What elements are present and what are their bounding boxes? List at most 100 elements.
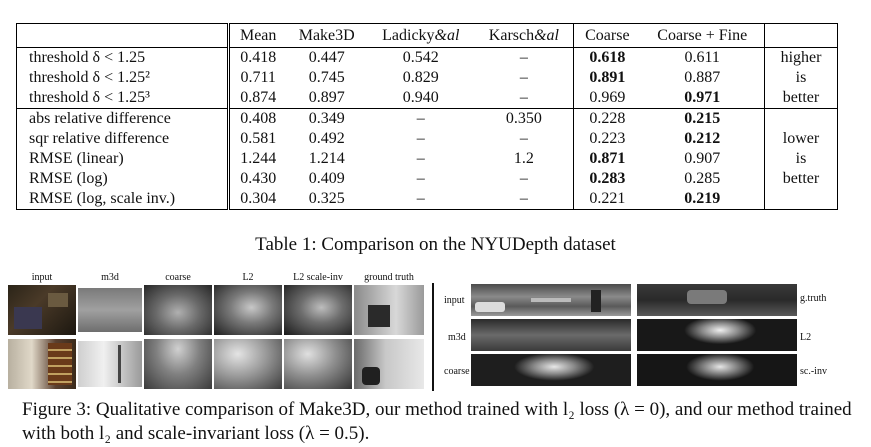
- street-input: [471, 284, 631, 316]
- header-make3d: Make3D: [286, 23, 368, 48]
- note-cell: lower: [764, 129, 838, 149]
- row-label-input: input: [444, 295, 465, 306]
- metric-cell: RMSE (log, scale inv.): [16, 189, 223, 210]
- double-rule: [223, 169, 230, 189]
- note-cell: better: [764, 169, 838, 189]
- table-row: RMSE (log) 0.430 0.409 – – 0.283 0.285 better: [16, 169, 838, 189]
- thumb-m3d-2: [78, 341, 142, 387]
- thumb-m3d-1: [78, 288, 142, 332]
- thumb-coarse-2: [144, 339, 212, 389]
- double-rule: [223, 47, 230, 68]
- table-row: sqr relative difference 0.581 0.492 – – 0.223…: [16, 129, 838, 149]
- mean-cell: 0.874: [240, 89, 277, 106]
- coarse-cell: 0.228: [573, 108, 641, 129]
- table-row: RMSE (log, scale inv.) 0.304 0.325– –0.221 0…: [16, 189, 838, 210]
- karsch-cell: –: [519, 170, 528, 187]
- mean-cell: 0.711: [240, 69, 276, 86]
- table-row: abs relative difference 0.408 0.349–0.350 0…: [16, 108, 838, 129]
- coarse-fine-cell: 0.907: [684, 150, 721, 167]
- karsch-cell: –: [474, 189, 574, 210]
- figure-caption: Figure 3: Qualitative comparison of Make…: [22, 399, 852, 444]
- note-cell: is: [764, 68, 838, 88]
- make3d-cell: 0.745: [308, 69, 345, 86]
- label-coarse: coarse: [165, 272, 191, 283]
- label-l2: L2: [242, 272, 254, 283]
- mean-cell: 0.304: [228, 189, 287, 210]
- header-note: [764, 23, 838, 48]
- header-karsch: Karsch&al: [474, 23, 574, 48]
- metric-cell: threshold δ < 1.25³: [16, 88, 223, 109]
- coarse-fine-cell: 0.971: [684, 89, 721, 106]
- double-rule: [223, 68, 230, 88]
- coarse-cell: 0.283: [573, 169, 641, 189]
- karsch-cell: –: [519, 130, 528, 147]
- street-gtruth: [637, 284, 797, 316]
- metric-cell: threshold δ < 1.25: [16, 47, 223, 68]
- karsch-cell: 0.350: [474, 108, 574, 129]
- metric-cell: abs relative difference: [16, 108, 223, 129]
- mean-cell: 0.581: [240, 130, 277, 147]
- ladicky-cell: –: [416, 170, 425, 187]
- make3d-cell: 0.897: [308, 89, 345, 106]
- coarse-cell: 0.871: [573, 149, 641, 169]
- header-coarse-fine: Coarse + Fine: [640, 23, 765, 48]
- table-caption: Table 1: Comparison on the NYUDepth data…: [255, 234, 616, 255]
- make3d-cell: 1.214: [308, 150, 345, 167]
- metric-cell: threshold δ < 1.25²: [16, 68, 223, 88]
- ladicky-cell: 0.829: [402, 69, 439, 86]
- make3d-cell: 0.492: [308, 130, 345, 147]
- header-ladicky: Ladicky&al: [367, 23, 475, 48]
- coarse-cell: 0.618: [573, 47, 641, 68]
- label-ground-truth: ground truth: [364, 272, 414, 283]
- street-l2: [637, 319, 797, 351]
- ladicky-cell: –: [367, 189, 475, 210]
- table-group-higher: threshold δ < 1.25 0.418 0.447 0.542–0.618 0…: [16, 47, 838, 109]
- row-label-gtruth: g.truth: [800, 293, 827, 304]
- header-blank: [16, 23, 223, 48]
- coarse-fine-cell: 0.215: [640, 108, 765, 129]
- coarse-cell: 0.221: [573, 189, 641, 210]
- metric-cell: sqr relative difference: [16, 129, 223, 149]
- table-row: threshold δ < 1.25² 0.711 0.745 0.829 – 0.891…: [16, 68, 838, 88]
- label-input: input: [31, 272, 53, 283]
- double-rule: [223, 129, 230, 149]
- row-label-m3d: m3d: [448, 332, 466, 343]
- thumb-input-1: [8, 285, 76, 335]
- mean-cell: 0.418: [228, 47, 287, 68]
- thumb-coarse-1: [144, 285, 212, 335]
- note-cell: better: [764, 88, 838, 109]
- ladicky-cell: –: [367, 108, 475, 129]
- double-rule: [223, 149, 230, 169]
- table-header-row: Mean Make3D Ladicky&al Karsch&al Coarse …: [16, 23, 838, 48]
- mean-cell: 0.430: [240, 170, 277, 187]
- thumb-l2-2: [214, 339, 282, 389]
- double-rule: [223, 189, 230, 210]
- note-cell: is: [764, 149, 838, 169]
- label-l2-scale-inv: L2 scale-inv: [293, 272, 343, 283]
- street-m3d: [471, 319, 631, 351]
- ladicky-cell: 0.940: [402, 89, 439, 106]
- row-label-scinv: sc.-inv: [800, 366, 827, 377]
- header-mean: Mean: [228, 23, 287, 48]
- double-rule: [223, 88, 230, 109]
- street-coarse: [471, 354, 631, 386]
- coarse-fine-cell: 0.285: [684, 170, 721, 187]
- mean-cell: 1.244: [240, 150, 277, 167]
- karsch-cell: –: [519, 89, 528, 106]
- make3d-cell: 0.325: [286, 189, 368, 210]
- thumb-gt-2: [354, 339, 424, 389]
- make3d-cell: 0.349: [286, 108, 368, 129]
- table-group-lower: abs relative difference 0.408 0.349–0.350 0…: [16, 108, 838, 210]
- table-row: threshold δ < 1.25 0.418 0.447 0.542–0.618 0…: [16, 47, 838, 68]
- header-coarse: Coarse: [573, 23, 641, 48]
- figure-divider: [432, 283, 434, 391]
- table-row: RMSE (linear) 1.244 1.214 – 1.2 0.871 0.907 is: [16, 149, 838, 169]
- coarse-cell: 0.969: [573, 88, 641, 109]
- metric-cell: RMSE (linear): [16, 149, 223, 169]
- row-label-coarse: coarse: [444, 366, 470, 377]
- coarse-fine-cell: 0.219: [640, 189, 765, 210]
- thumb-l2-1: [214, 285, 282, 335]
- ladicky-cell: –: [416, 150, 425, 167]
- karsch-cell: 1.2: [513, 150, 534, 167]
- make3d-cell: 0.409: [308, 170, 345, 187]
